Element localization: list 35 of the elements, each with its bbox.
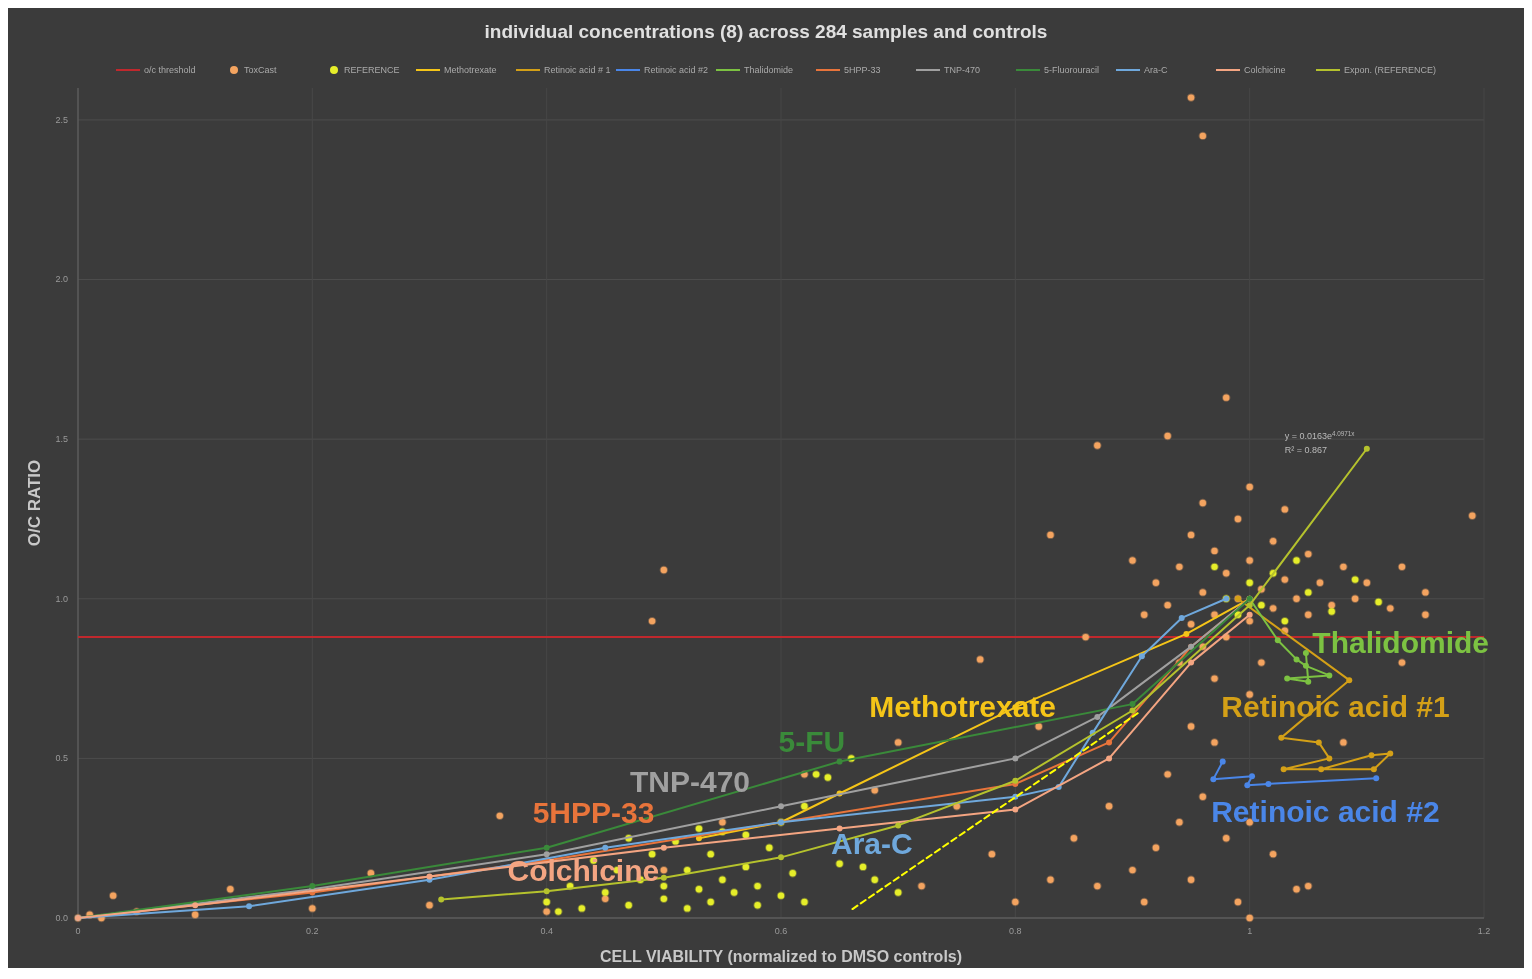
legend-label: REFERENCE — [344, 64, 400, 75]
x-tick-label: 0.4 — [540, 926, 553, 936]
x-tick-label: 0.6 — [774, 926, 788, 936]
legend-label: Methotrexate — [444, 64, 497, 75]
x-tick-label: 0.2 — [306, 926, 319, 936]
y-tick-label: 0.5 — [55, 753, 68, 764]
annotation: Ara-C — [831, 827, 913, 861]
x-tick-label: 0.8 — [1009, 926, 1022, 936]
annotation: Colchicine — [507, 853, 660, 887]
legend-label: 5HPP-33 — [844, 64, 881, 75]
x-tick-label: 0 — [75, 926, 81, 936]
y-tick-label: 1.0 — [55, 593, 68, 604]
legend-label: Retinoic acid #2 — [644, 64, 709, 75]
annotation: 5-FU — [778, 724, 846, 758]
legend-label: Colchicine — [1244, 64, 1286, 75]
legend-label: Expon. (REFERENCE) — [1344, 64, 1437, 75]
legend-label: o/c threshold — [144, 64, 196, 75]
y-axis-title: O/C RATIO — [25, 459, 44, 547]
x-tick-label: 1 — [1247, 926, 1253, 936]
y-tick-label: 1.5 — [55, 434, 68, 445]
legend-label: TNP-470 — [944, 64, 981, 75]
legend-label: Retinoic acid # 1 — [544, 64, 611, 75]
chart-title: individual concentrations (8) across 284 samples and controls — [484, 21, 1048, 42]
legend-label: ToxCast — [244, 64, 278, 75]
legend-label: Ara-C — [1144, 64, 1168, 75]
annotation: Retinoic acid #2 — [1211, 795, 1440, 829]
annotation: y = 0.0163e$^{4.0971x}$ — [1284, 429, 1356, 442]
y-tick-label: 0.0 — [55, 912, 68, 923]
legend-label: Thalidomide — [744, 64, 794, 75]
x-tick-label: 1.2 — [1477, 926, 1491, 936]
legend-label: 5-Fluorouracil — [1044, 64, 1100, 75]
annotation: R² = 0.867 — [1284, 445, 1328, 456]
x-axis-title: CELL VIABILITY (normalized to DMSO controls) — [599, 948, 963, 965]
y-tick-label: 2.0 — [55, 274, 68, 285]
y-tick-label: 2.5 — [55, 114, 68, 125]
